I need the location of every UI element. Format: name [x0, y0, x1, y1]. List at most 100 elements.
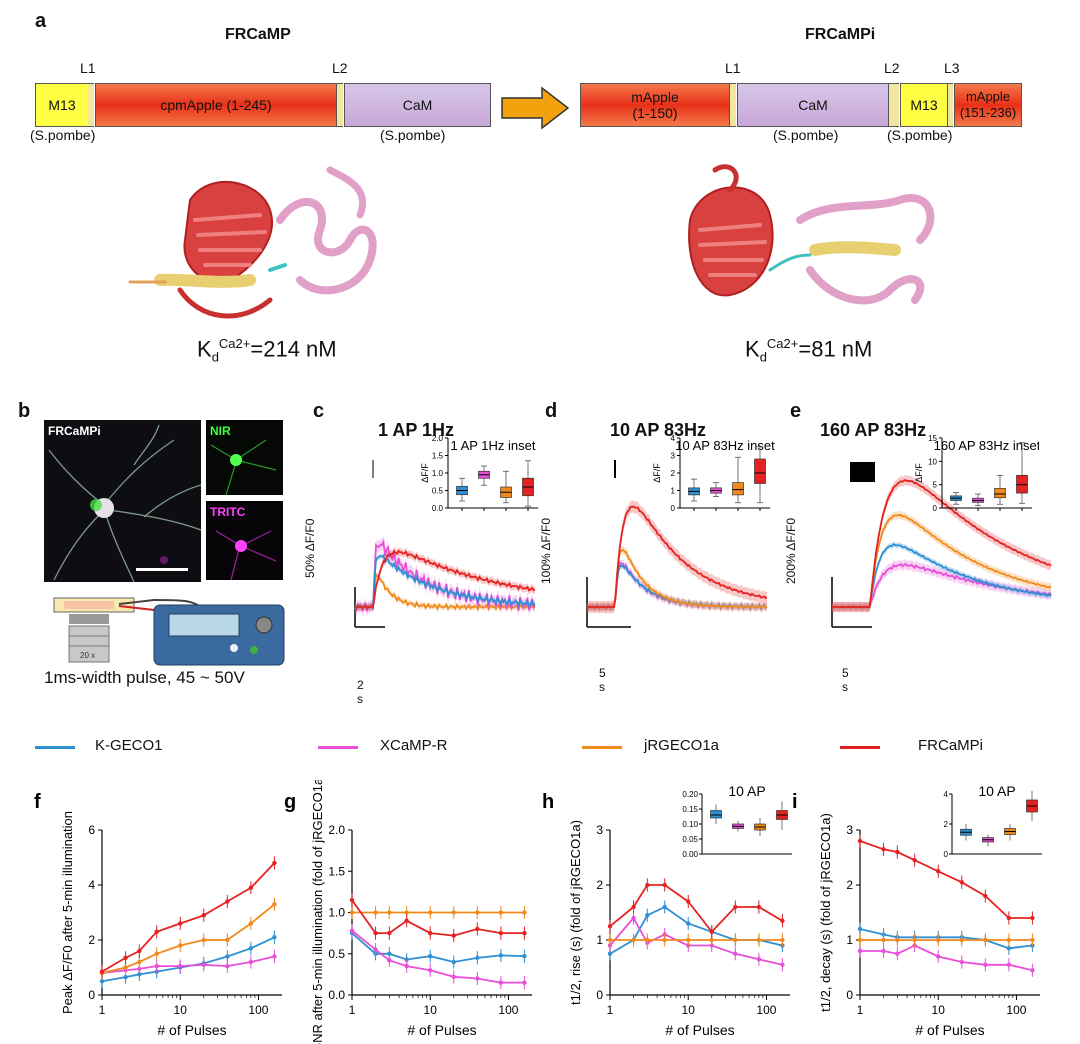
data-point: [475, 955, 480, 961]
series-line-xcamp-r: [351, 929, 525, 984]
data-point: [857, 926, 863, 932]
inset-y-tick-label: 1.0: [432, 469, 444, 478]
nir-label: NIR: [210, 424, 231, 438]
box-jrgeco1a: [994, 488, 1006, 499]
trace-sem-band: [355, 535, 535, 617]
box-jrgeco1a: [732, 482, 744, 496]
data-point: [498, 980, 504, 985]
trace-plot-d: [586, 460, 768, 628]
data-point: [756, 937, 762, 943]
chart-panel-g: g 0.0 0.5 1.0 1.5 2.0 1 10 100 # of Pulses SNR aft…: [284, 780, 532, 1044]
data-point: [272, 902, 277, 907]
data-point: [475, 976, 480, 981]
data-point: [178, 921, 183, 926]
inset-y-tick-label: 0: [671, 504, 676, 513]
y-axis-label: t1/2, decay (s) (fold of jRGECO1a): [818, 813, 833, 1012]
data-point: [936, 937, 941, 943]
linker-l3: [948, 83, 953, 127]
y-axis-label: SNR after 5-min illumination (fold of jR…: [310, 780, 325, 1044]
cam-box: CaM: [344, 83, 491, 127]
inset-y-tick-label: 0.10: [682, 820, 698, 829]
data-point: [881, 937, 886, 943]
frcamp-structure-image: [128, 166, 377, 319]
data-point: [857, 838, 863, 844]
inset-y-label: ΔF/F: [652, 463, 662, 483]
data-point: [248, 921, 254, 926]
inset-title: 10 AP: [978, 783, 1015, 799]
inset-title: 10 AP: [728, 783, 765, 799]
data-point: [1006, 915, 1012, 921]
m13-box: M13: [35, 83, 89, 127]
scale-x-label: 2 s: [357, 678, 364, 706]
data-point: [404, 910, 409, 915]
y-tick-label: 0: [596, 988, 603, 1002]
data-point: [123, 965, 128, 970]
data-point: [1030, 968, 1035, 973]
l2-label: L2: [884, 60, 900, 76]
data-point: [201, 913, 206, 918]
data-point: [451, 959, 456, 965]
inset-title: 1 AP 1Hz inset: [450, 438, 535, 453]
y-tick-label: 0: [846, 988, 853, 1002]
y-tick-label: 1: [596, 933, 603, 947]
data-point: [272, 860, 277, 866]
panel-h-label: h: [542, 791, 554, 813]
spombe-label: (S.pombe): [887, 127, 953, 143]
data-point: [959, 880, 964, 885]
panel-i-label: i: [792, 791, 798, 813]
data-point: [428, 954, 433, 959]
spombe-label: (S.pombe): [30, 127, 96, 143]
series-line-frcampi: [351, 899, 525, 937]
mapple-c-box: mApple (151-236): [954, 83, 1022, 127]
data-point: [498, 953, 504, 958]
scale-x-label: 5 s: [599, 666, 606, 694]
x-tick-label: 100: [756, 1003, 776, 1017]
data-point: [428, 968, 433, 973]
inset-y-tick-label: 10: [928, 457, 937, 466]
inset-y-tick-label: 4: [671, 434, 676, 443]
y-tick-label: 0: [88, 988, 95, 1002]
data-point: [645, 937, 650, 943]
inset-y-tick-label: 2.0: [432, 434, 444, 443]
data-point: [733, 904, 738, 910]
y-tick-label: 2.0: [328, 823, 345, 837]
stimulation-setup-image: 20 x: [53, 597, 285, 666]
m13-box: M13: [900, 83, 948, 127]
data-point: [154, 963, 159, 969]
arrow-icon: [501, 86, 570, 130]
linker-l1: [730, 83, 736, 127]
inset-y-tick-label: 5: [933, 481, 938, 490]
data-point: [522, 910, 527, 915]
data-point: [154, 929, 159, 934]
y-tick-label: 3: [846, 823, 853, 837]
y-axis-label: t1/2, rise (s) (fold of jRGECO1a): [568, 820, 583, 1005]
data-point: [607, 951, 613, 956]
data-point: [387, 930, 392, 936]
data-point: [1030, 937, 1035, 943]
data-point: [428, 930, 433, 936]
inset-y-tick-label: 0.20: [682, 790, 698, 799]
panel-a-label: a: [35, 10, 47, 32]
data-point: [881, 948, 886, 954]
data-point: [137, 948, 142, 954]
data-point: [451, 910, 456, 915]
y-tick-label: 2: [88, 933, 95, 947]
linker-l2: [889, 83, 899, 127]
y-tick-label: 0.0: [328, 988, 345, 1002]
data-point: [404, 918, 409, 923]
data-point: [780, 918, 785, 923]
scale-y-label: 50% ΔF/F0: [303, 518, 317, 578]
data-point: [123, 955, 128, 961]
data-point: [428, 910, 433, 915]
inset-y-tick-label: 4: [944, 790, 949, 799]
panel-b-label: b: [18, 400, 31, 422]
spombe-label: (S.pombe): [773, 127, 839, 143]
data-point: [756, 957, 762, 962]
data-point: [373, 947, 378, 952]
panel-e-title: 160 AP 83Hz: [820, 420, 927, 440]
x-tick-label: 10: [682, 1003, 696, 1017]
data-point: [387, 910, 392, 915]
l2-label: L2: [332, 60, 348, 76]
